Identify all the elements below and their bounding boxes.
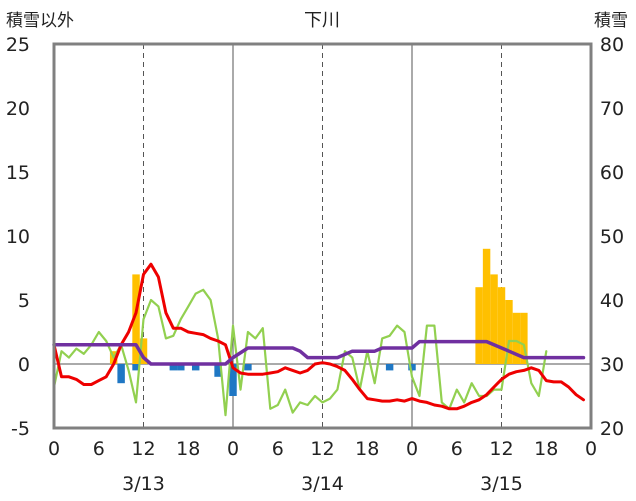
precip-bar (244, 364, 252, 371)
x-tick-label: 18 (176, 438, 200, 460)
precip-bar (214, 364, 222, 377)
chart-title: 下川 (304, 10, 340, 31)
left-tick-label: 25 (6, 34, 30, 56)
snowfall-bar (505, 300, 513, 364)
precip-bar (117, 364, 125, 384)
snowfall-bar (132, 274, 140, 364)
snowfall-bar (512, 312, 521, 364)
right-tick-label: 30 (600, 354, 624, 376)
date-label: 3/15 (480, 473, 523, 495)
snowfall-bar (139, 338, 148, 364)
plot-frame (52, 42, 593, 430)
x-tick-label: 12 (310, 438, 334, 460)
precip-bar (229, 364, 237, 396)
left-tick-label: 10 (6, 226, 30, 248)
x-tick-label: 6 (93, 438, 105, 460)
left-tick-label: -5 (11, 418, 30, 440)
snowfall-bar (520, 312, 528, 364)
x-tick-label: 12 (489, 438, 513, 460)
snowfall-bar (475, 287, 483, 364)
date-label: 3/14 (301, 473, 344, 495)
precip-bar (191, 364, 200, 371)
left-axis-label: 積雪以外 (6, 11, 74, 31)
left-tick-label: 15 (6, 162, 30, 184)
right-tick-label: 20 (600, 418, 624, 440)
right-tick-label: 50 (600, 226, 624, 248)
snow-depth-line (52, 339, 586, 366)
x-tick-label: 0 (406, 438, 418, 460)
x-tick-label: 12 (131, 438, 155, 460)
date-label: 3/13 (122, 473, 165, 495)
left-tick-label: 20 (6, 98, 30, 120)
x-tick-label: 0 (48, 438, 60, 460)
right-axis-label: 積雪 (594, 11, 628, 31)
x-tick-label: 0 (227, 438, 239, 460)
x-tick-label: 18 (355, 438, 379, 460)
right-tick-label: 70 (600, 98, 624, 120)
snowfall-bar (490, 274, 498, 364)
temperature-line (52, 262, 585, 411)
precip-bar (169, 364, 178, 371)
wind-line (52, 288, 548, 417)
left-tick-label: 0 (18, 354, 30, 376)
precip-bar (132, 364, 140, 371)
precip-bar (408, 364, 416, 371)
x-tick-label: 18 (534, 438, 558, 460)
right-tick-label: 80 (600, 34, 624, 56)
x-tick-label: 6 (272, 438, 284, 460)
precip-bar (385, 364, 394, 371)
snowfall-bar (482, 248, 491, 364)
right-tick-label: 60 (600, 162, 624, 184)
precip-bar (177, 364, 185, 371)
right-tick-label: 40 (600, 290, 624, 312)
snowfall-bar (497, 287, 506, 364)
x-tick-label: 6 (451, 438, 463, 460)
left-tick-label: 5 (18, 290, 30, 312)
x-tick-label: 0 (585, 438, 597, 460)
